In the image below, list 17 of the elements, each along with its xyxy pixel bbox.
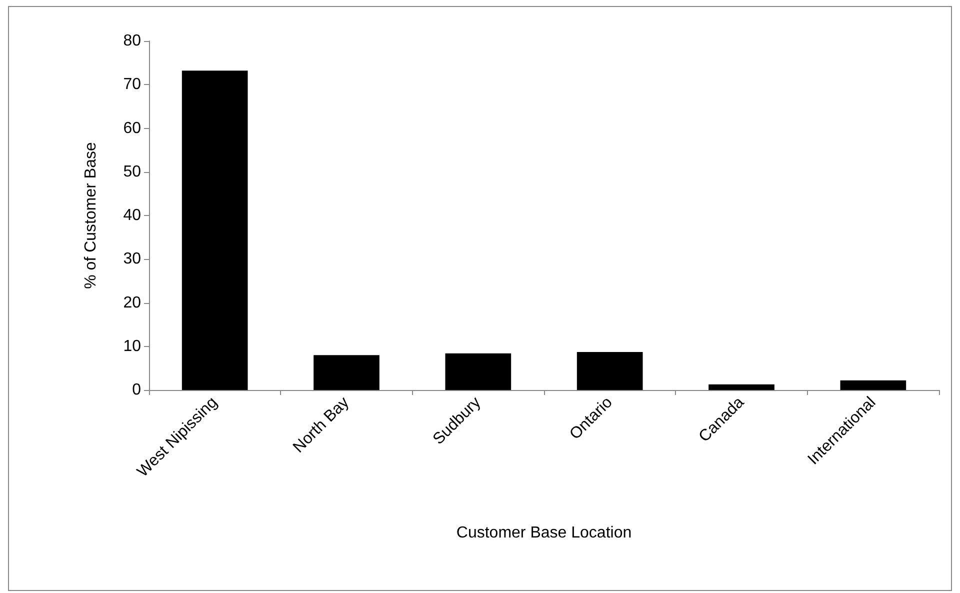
- y-tick-label: 60: [123, 120, 142, 137]
- y-tick-label: 70: [123, 76, 142, 94]
- bar: [840, 380, 906, 390]
- bar: [708, 384, 774, 390]
- bar: [576, 352, 643, 390]
- y-tick-label: 80: [123, 32, 142, 50]
- bar: [182, 70, 248, 390]
- x-axis-title: Customer Base Location: [456, 524, 632, 542]
- y-tick-label: 40: [123, 207, 142, 224]
- y-tick-label: 30: [123, 250, 142, 268]
- bar: [445, 353, 512, 390]
- y-axis-title: % of Customer Base: [82, 142, 100, 289]
- y-tick-label: 10: [123, 338, 142, 355]
- y-tick-label: 20: [123, 294, 142, 312]
- y-tick-label: 50: [123, 163, 142, 180]
- y-tick-label: 0: [132, 382, 142, 398]
- bar: [314, 355, 380, 390]
